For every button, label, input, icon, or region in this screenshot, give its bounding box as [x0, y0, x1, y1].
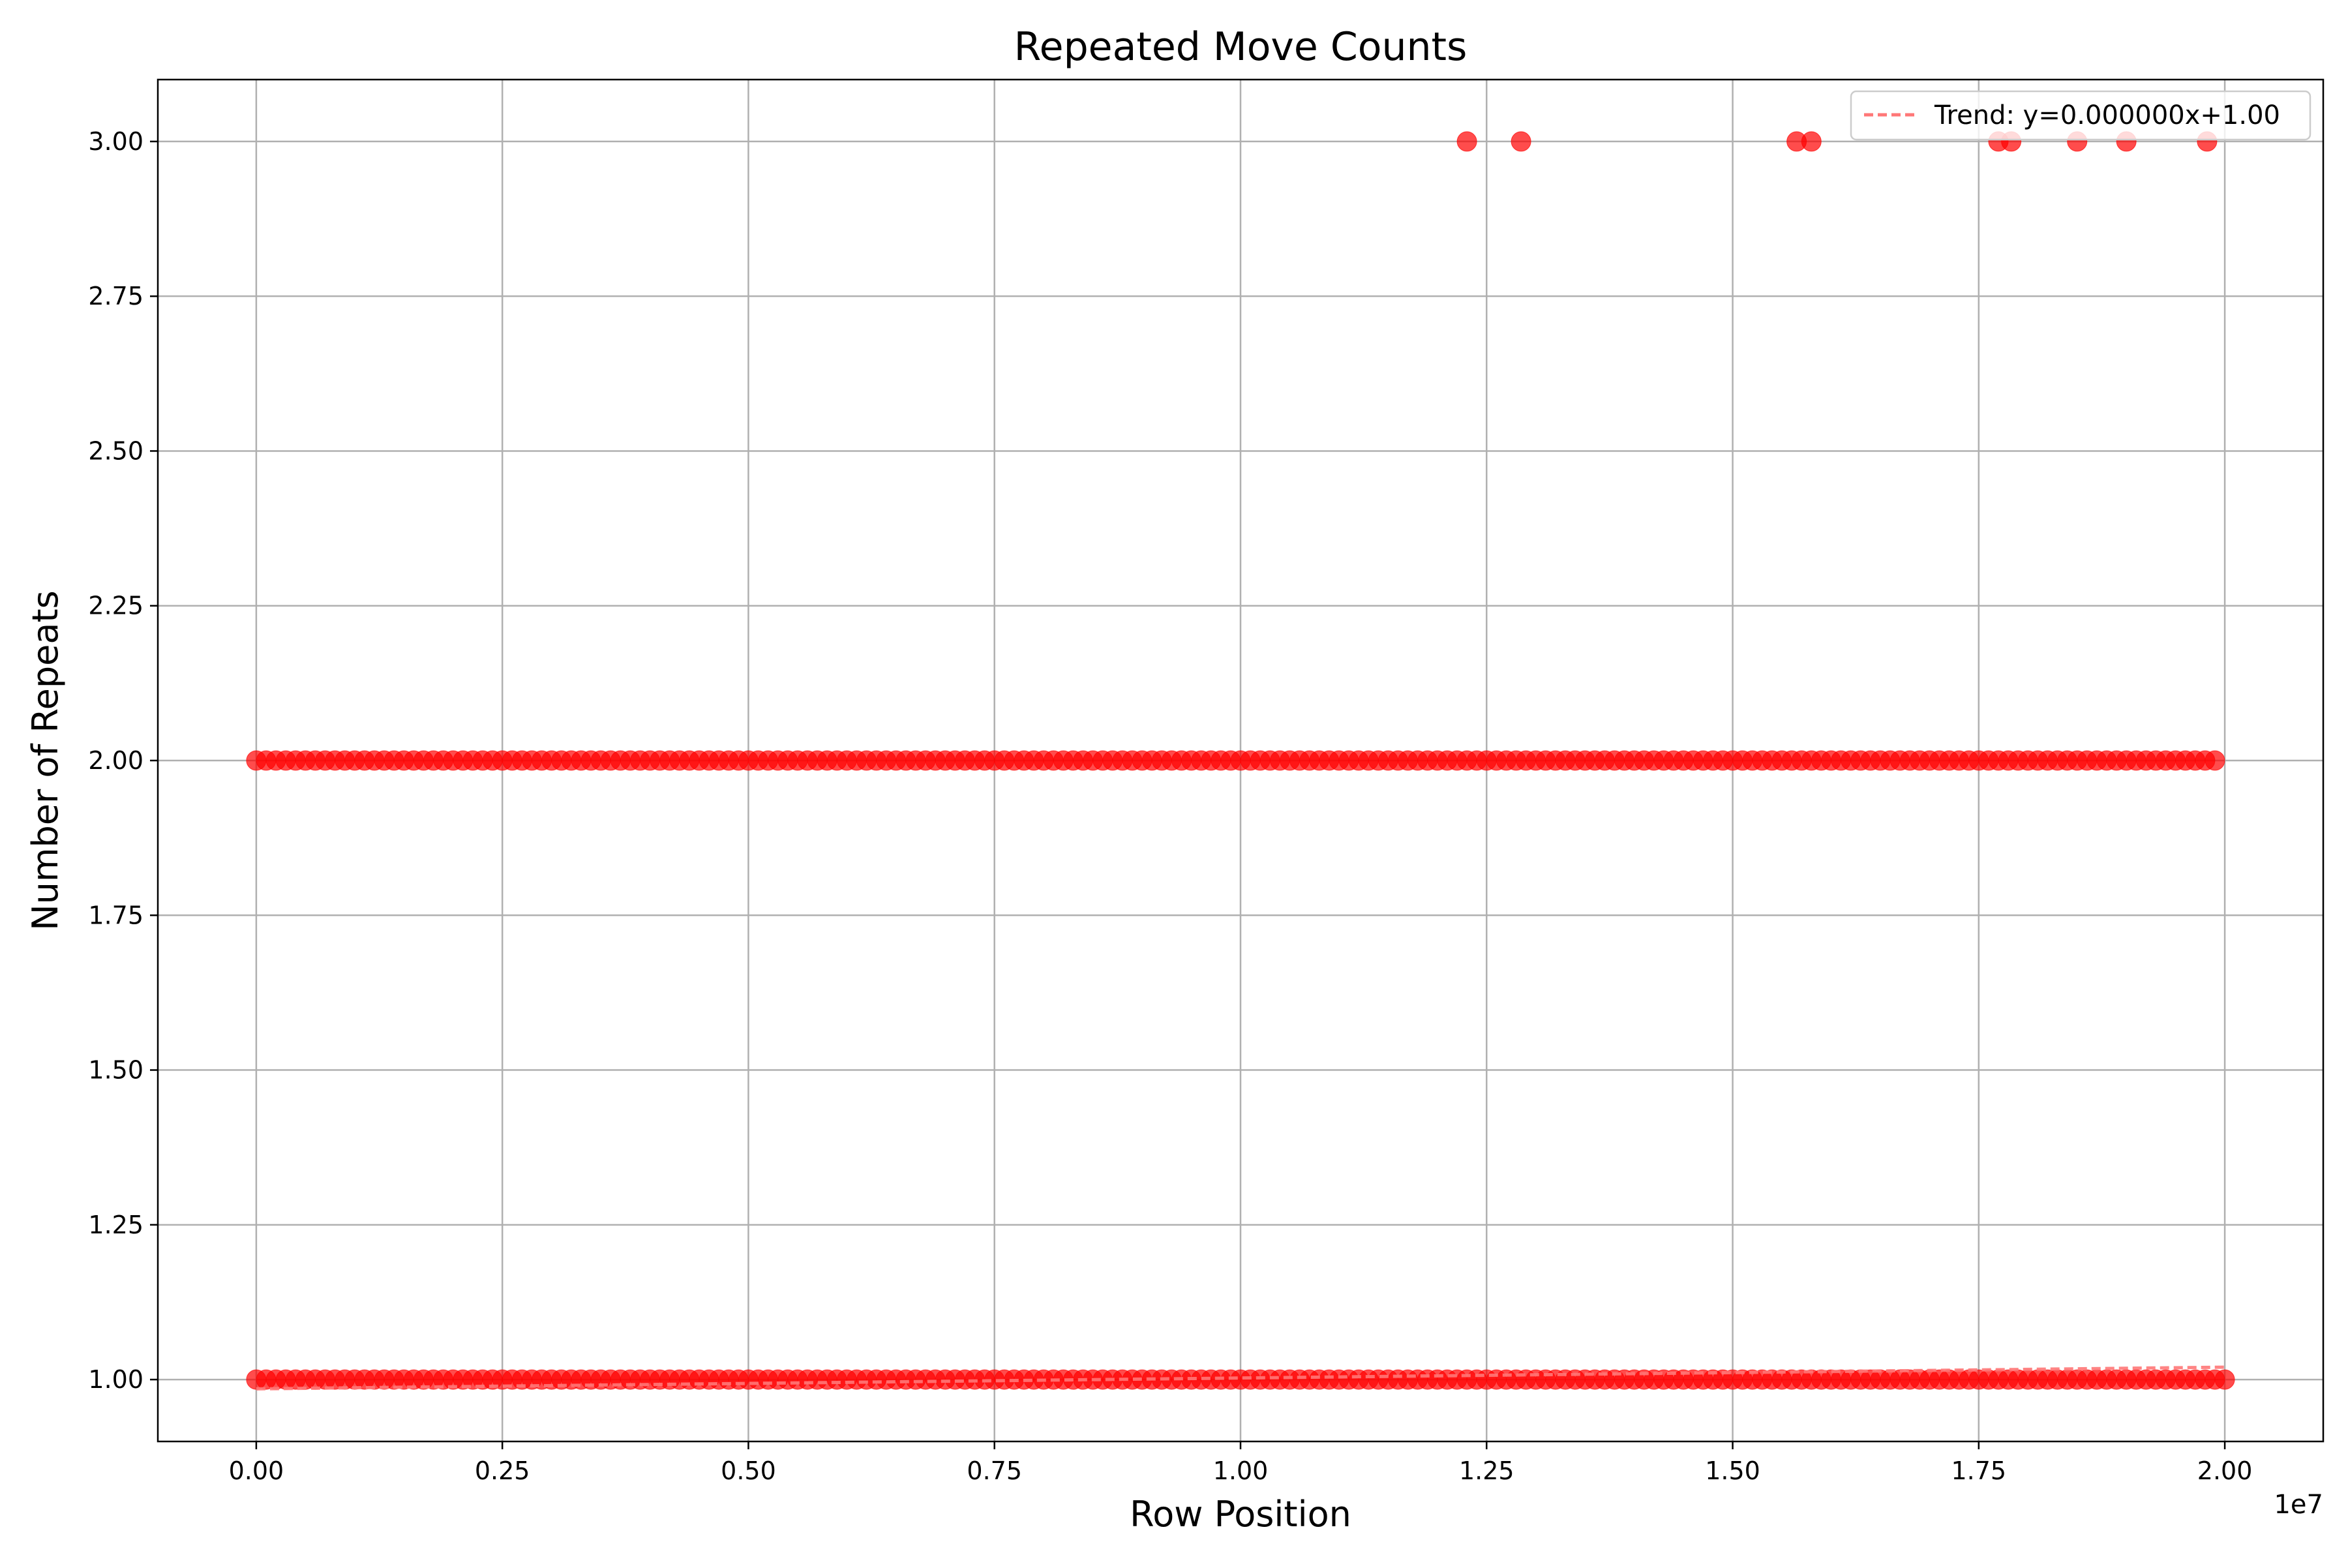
x-axis-ticks: 0.00 0.25 0.50 0.75 1.00 1.25 1.50 1.75 2.00 — [229, 1441, 2253, 1485]
data-point — [2205, 750, 2225, 771]
data-point — [2214, 1369, 2235, 1390]
x-tick-label: 0.00 — [229, 1456, 284, 1485]
chart-title: Repeated Move Counts — [1014, 24, 1468, 70]
x-axis-offset-label: 1e7 — [2274, 1490, 2323, 1520]
y-tick-label: 1.50 — [88, 1056, 143, 1085]
data-point — [1456, 131, 1477, 152]
legend: Trend: y=0.000000x+1.00 — [1850, 90, 2311, 141]
y-tick-label: 1.00 — [88, 1365, 143, 1394]
x-tick-label: 1.50 — [1705, 1456, 1760, 1485]
y-axis-label: Number of Repeats — [25, 590, 66, 931]
data-point — [1511, 131, 1531, 152]
legend-box — [1850, 90, 2311, 141]
legend-trend-label: Trend: y=0.000000x+1.00 — [1934, 100, 2280, 130]
y-tick-label: 2.50 — [88, 436, 143, 465]
x-tick-label: 1.75 — [1951, 1456, 2007, 1485]
y-tick-label: 1.75 — [88, 901, 143, 929]
x-tick-label: 1.25 — [1459, 1456, 1514, 1485]
data-point — [1801, 131, 1822, 152]
x-tick-label: 0.25 — [475, 1456, 530, 1485]
x-tick-label: 2.00 — [2197, 1456, 2253, 1485]
y-tick-label: 2.75 — [88, 282, 143, 310]
y-tick-label: 2.25 — [88, 592, 143, 620]
y-tick-label: 3.00 — [88, 127, 143, 156]
x-tick-label: 0.50 — [721, 1456, 776, 1485]
y-tick-label: 1.25 — [88, 1211, 143, 1239]
x-tick-label: 0.75 — [967, 1456, 1022, 1485]
y-tick-label: 2.00 — [88, 746, 143, 775]
x-tick-label: 1.00 — [1213, 1456, 1269, 1485]
x-axis-label: Row Position — [1130, 1494, 1351, 1535]
y-axis-ticks: 1.00 1.25 1.50 1.75 2.00 2.25 2.50 2.75 3.00 — [88, 127, 158, 1394]
